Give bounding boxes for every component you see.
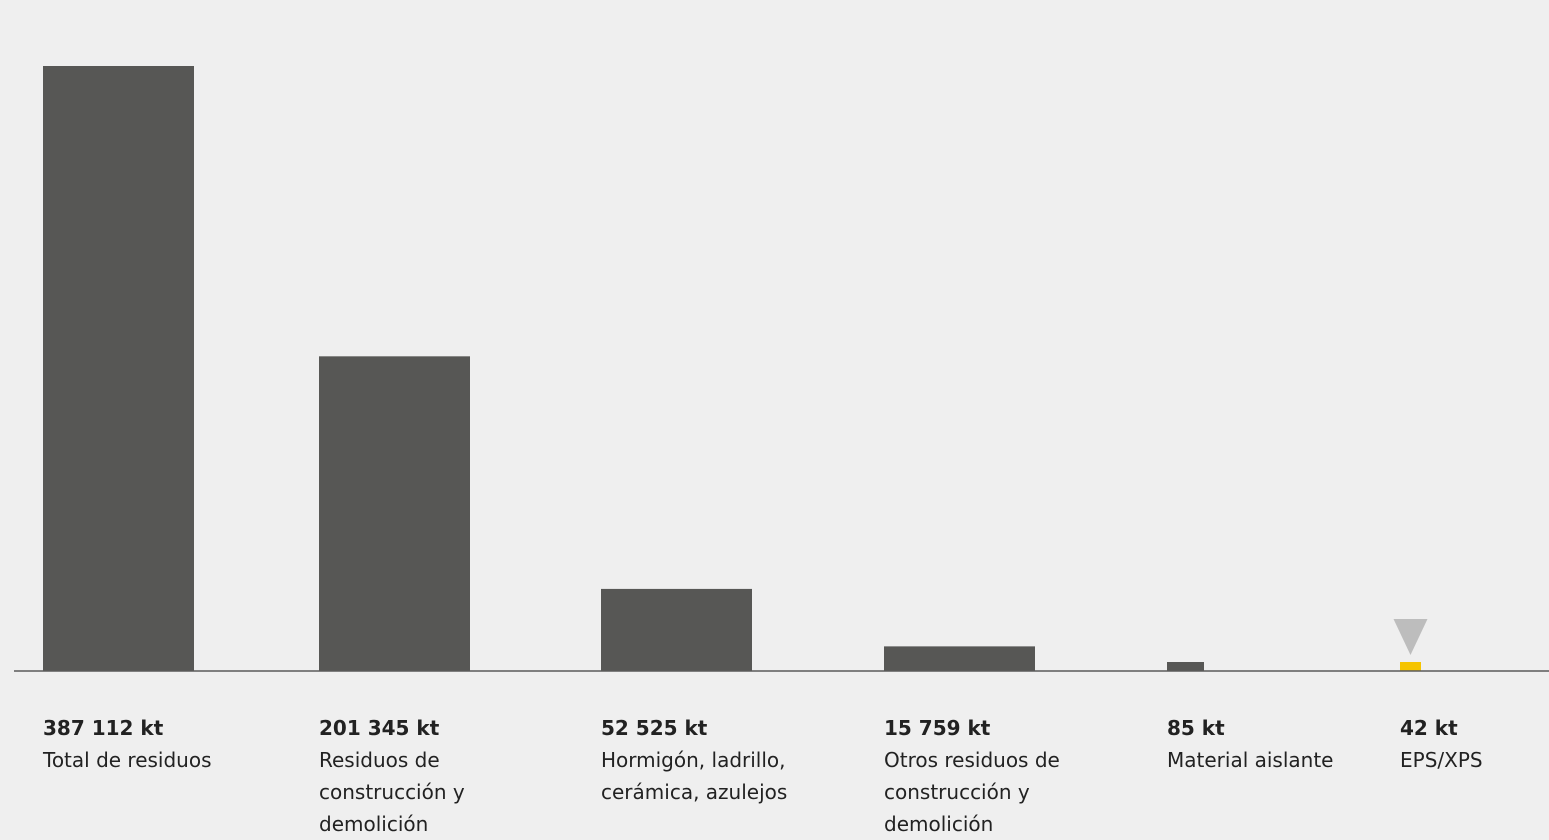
bar-construction bbox=[319, 356, 470, 671]
bar-eps-xps bbox=[1400, 662, 1421, 671]
value-label-other: 15 759 kt bbox=[884, 716, 991, 740]
category-label-eps-xps: 42 kt EPS/XPS bbox=[1400, 712, 1540, 776]
category-label-insulation: 85 kt Material aislante bbox=[1167, 712, 1387, 776]
category-name-construction: Residuos de construcción y demolición bbox=[319, 748, 465, 836]
category-label-other: 15 759 kt Otros residuos de construcción… bbox=[884, 712, 1084, 840]
category-name-other: Otros residuos de construcción y demolic… bbox=[884, 748, 1060, 836]
value-label-concrete: 52 525 kt bbox=[601, 716, 708, 740]
bar-concrete bbox=[601, 588, 752, 671]
value-label-total: 387 112 kt bbox=[43, 716, 164, 740]
category-name-eps-xps: EPS/XPS bbox=[1400, 748, 1483, 772]
marker-group bbox=[1393, 619, 1428, 655]
down-triangle-icon bbox=[1393, 619, 1428, 655]
value-label-construction: 201 345 kt bbox=[319, 716, 440, 740]
category-label-concrete: 52 525 kt Hormigón, ladrillo, cerámica, … bbox=[601, 712, 821, 808]
category-name-total: Total de residuos bbox=[43, 748, 212, 772]
value-label-eps-xps: 42 kt bbox=[1400, 716, 1458, 740]
bar-other bbox=[884, 646, 1035, 671]
value-label-insulation: 85 kt bbox=[1167, 716, 1225, 740]
bar-total bbox=[43, 66, 194, 671]
category-name-concrete: Hormigón, ladrillo, cerámica, azulejos bbox=[601, 748, 788, 804]
category-label-total: 387 112 kt Total de residuos bbox=[43, 712, 273, 776]
category-label-construction: 201 345 kt Residuos de construcción y de… bbox=[319, 712, 494, 840]
bars-group bbox=[43, 66, 1421, 671]
bar-insulation bbox=[1167, 662, 1204, 671]
category-name-insulation: Material aislante bbox=[1167, 748, 1334, 772]
